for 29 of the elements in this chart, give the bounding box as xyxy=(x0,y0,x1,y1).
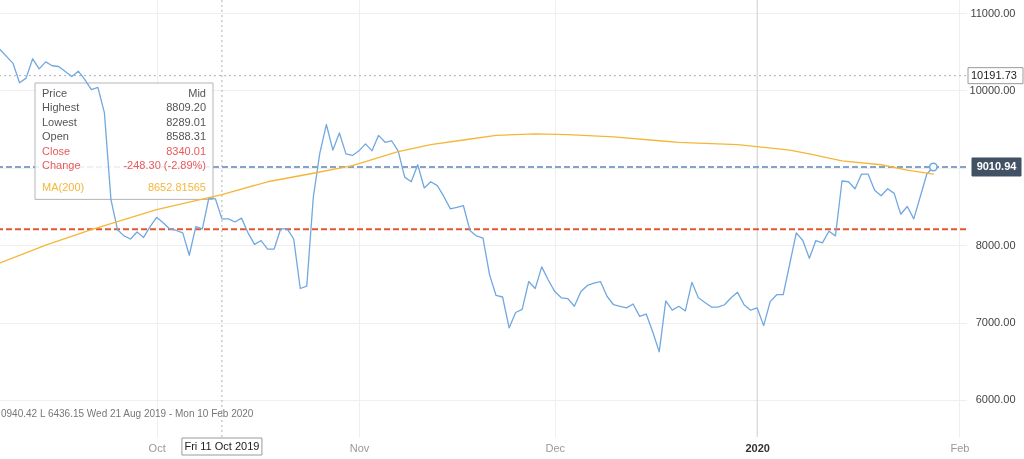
annotation: 0940.42 L 6436.15 Wed 21 Aug 2019 - Mon 10 Feb 2020 xyxy=(1,408,254,419)
annotation: 8289.01 xyxy=(166,115,206,128)
annotation: Close xyxy=(42,144,71,157)
y-tick-label: 10000.00 xyxy=(969,83,1016,96)
annotation: -248.30 (-2.89%) xyxy=(123,159,206,171)
ref-line-label: 9010.94 xyxy=(976,159,1018,172)
x-tick-label: 2020 xyxy=(745,441,770,454)
annotation: Mid xyxy=(188,87,206,99)
y-tick-label: 11000.00 xyxy=(970,6,1016,19)
x-tick-label: Dec xyxy=(545,441,566,454)
y-tick-label: 8000.00 xyxy=(975,238,1016,251)
annotation: Change xyxy=(42,159,81,171)
x-tick-label: Feb xyxy=(950,441,970,454)
annotation: Highest xyxy=(42,101,80,114)
annotation: 8588.31 xyxy=(166,130,206,143)
annotation: Price xyxy=(42,87,68,99)
annotation: 8809.20 xyxy=(166,101,206,114)
x-tick-label: Oct xyxy=(148,441,166,454)
annotation: 8652.81565 xyxy=(147,181,206,194)
annotation: 8340.01 xyxy=(166,144,206,157)
annotation: Lowest xyxy=(42,115,77,128)
line-series xyxy=(0,133,935,264)
text: MA(200) xyxy=(42,181,85,194)
x-tick-label: Nov xyxy=(349,441,370,454)
y-tick-label: 7000.00 xyxy=(975,316,1016,329)
ref-line-label: 10191.73 xyxy=(971,68,1017,81)
y-tick-label: 6000.00 xyxy=(975,393,1016,406)
ref-line-label: Fri 11 Oct 2019 xyxy=(184,440,260,452)
annotation: Open xyxy=(42,130,69,143)
